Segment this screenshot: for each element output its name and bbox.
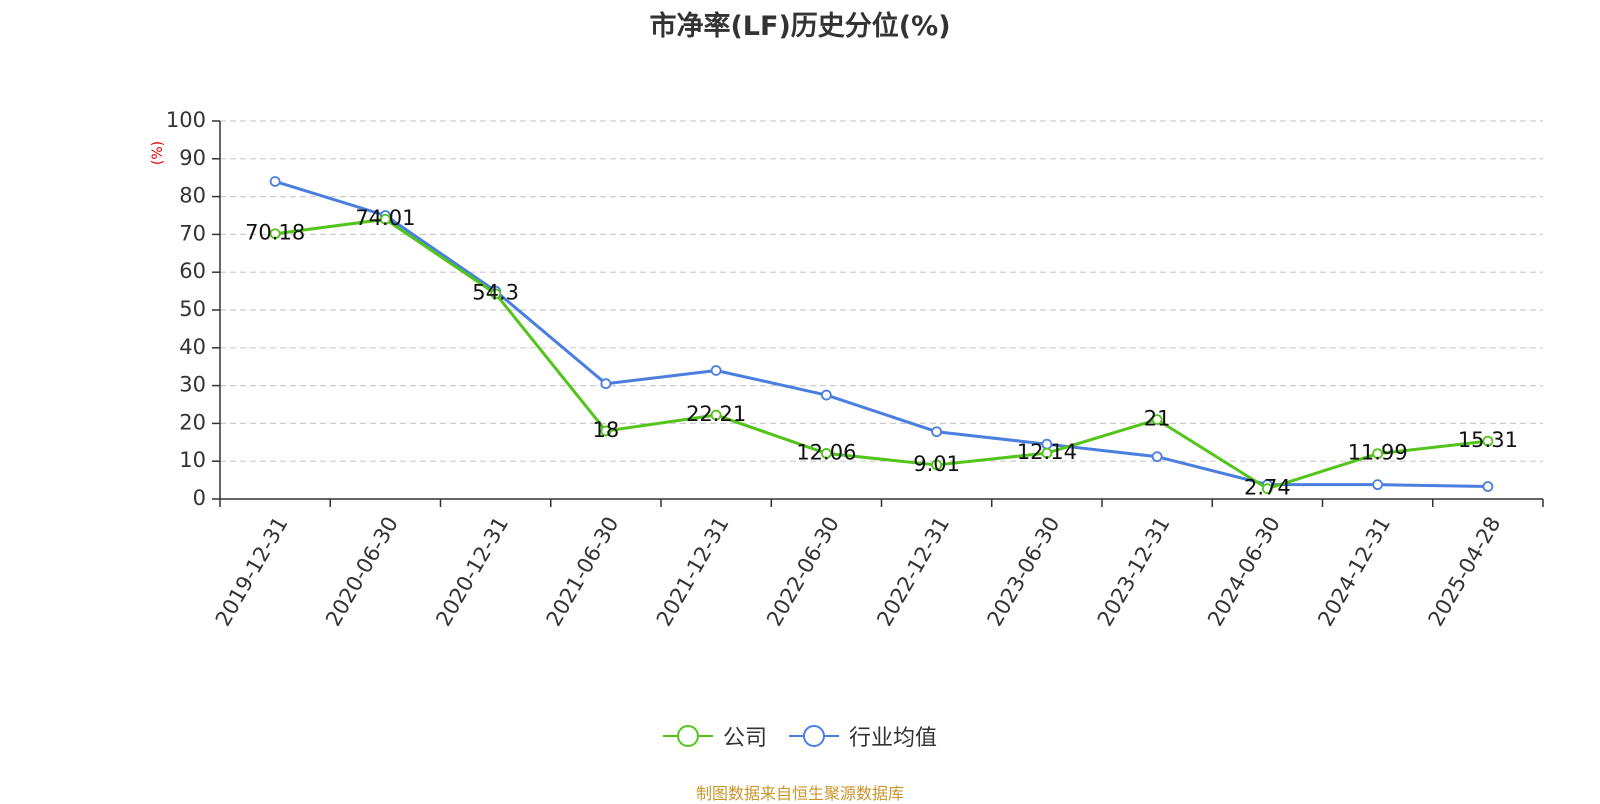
data-point	[1482, 435, 1494, 447]
series-line-0	[274, 217, 1489, 491]
y-tick-label: 90	[179, 146, 206, 170]
data-label: 18	[593, 418, 620, 442]
series-line-1	[274, 180, 1488, 489]
data-point	[1151, 414, 1163, 426]
data-point	[1261, 483, 1273, 495]
data-point	[490, 288, 502, 300]
x-tick-label: 2020-12-31	[431, 513, 513, 631]
legend-item[interactable]: 行业均值	[789, 720, 937, 752]
y-axis-unit: (%)	[150, 141, 166, 165]
data-label: 74.01	[355, 206, 415, 230]
data-label: 15.31	[1458, 428, 1518, 452]
y-tick-label: 100	[166, 108, 206, 132]
data-label: 21	[1144, 407, 1171, 431]
legend-label: 行业均值	[849, 726, 938, 751]
data-label: 2.74	[1244, 476, 1291, 500]
data-label: 22.21	[686, 402, 746, 426]
legend-label: 公司	[722, 726, 767, 751]
data-source-note: 制图数据来自恒生聚源数据库	[695, 784, 904, 803]
data-point	[710, 365, 722, 376]
y-tick-label: 70	[179, 221, 206, 245]
x-tick-label: 2024-06-30	[1203, 513, 1285, 631]
legend-swatch	[789, 725, 839, 747]
data-label: 54.3	[472, 281, 519, 305]
y-tick-label: 40	[179, 335, 206, 359]
data-point	[1041, 447, 1053, 459]
data-label: 12.14	[1017, 440, 1077, 464]
x-tick-label: 2019-12-31	[211, 513, 293, 631]
gridlines	[220, 120, 1543, 462]
chart-title: 市净率(LF)历史分位(%)	[649, 11, 951, 42]
y-tick-label: 60	[179, 259, 206, 283]
y-tick-label: 50	[179, 297, 206, 321]
data-point	[269, 228, 281, 240]
line-chart: 0 10 20 30 40 50 60 70 80 90 100 2019-12-31 2020-06-…	[150, 108, 1544, 631]
data-point	[820, 389, 832, 401]
x-tick-label: 2024-12-31	[1313, 513, 1395, 631]
x-tick-label: 2025-04-28	[1424, 513, 1506, 631]
data-point	[1151, 451, 1163, 463]
data-point	[820, 448, 832, 459]
data-point	[379, 213, 391, 225]
data-label: 12.06	[796, 440, 856, 464]
axes: 0 10 20 30 40 50 60 70 80 90 100 2019-12-31 2020-06-…	[166, 108, 1544, 631]
data-point	[600, 378, 612, 390]
data-point	[600, 425, 612, 437]
x-tick-label: 2020-06-30	[321, 513, 403, 631]
x-tick-label: 2022-06-30	[762, 513, 844, 631]
y-tick-label: 20	[179, 410, 206, 434]
data-point	[1372, 479, 1384, 491]
x-tick-label: 2021-12-31	[652, 513, 734, 631]
x-tick-label: 2023-12-31	[1093, 513, 1175, 631]
data-point	[269, 176, 281, 187]
x-tick-label: 2023-06-30	[983, 513, 1065, 631]
data-labels: 70.18 74.01 54.3 18 22.21 12.06 9.01 12.14 21 2.7…	[245, 206, 1518, 499]
data-point	[931, 426, 943, 438]
data-point	[1482, 481, 1494, 492]
data-label: 70.18	[245, 221, 305, 245]
data-point	[1372, 448, 1384, 460]
series-lines	[269, 176, 1494, 495]
y-tick-label: 80	[179, 184, 206, 208]
y-tick-label: 10	[179, 448, 206, 472]
data-point	[710, 409, 722, 421]
x-tick-label: 2022-12-31	[872, 513, 954, 631]
y-tick-label: 0	[193, 486, 206, 510]
legend-item[interactable]: 公司	[662, 720, 767, 752]
legend: 公司 行业均值	[0, 716, 1600, 756]
data-label: 11.99	[1348, 441, 1408, 465]
data-point	[931, 459, 943, 471]
x-tick-label: 2021-06-30	[542, 513, 624, 631]
legend-swatch	[662, 725, 713, 747]
data-label: 9.01	[913, 452, 960, 476]
y-tick-label: 30	[179, 373, 206, 397]
